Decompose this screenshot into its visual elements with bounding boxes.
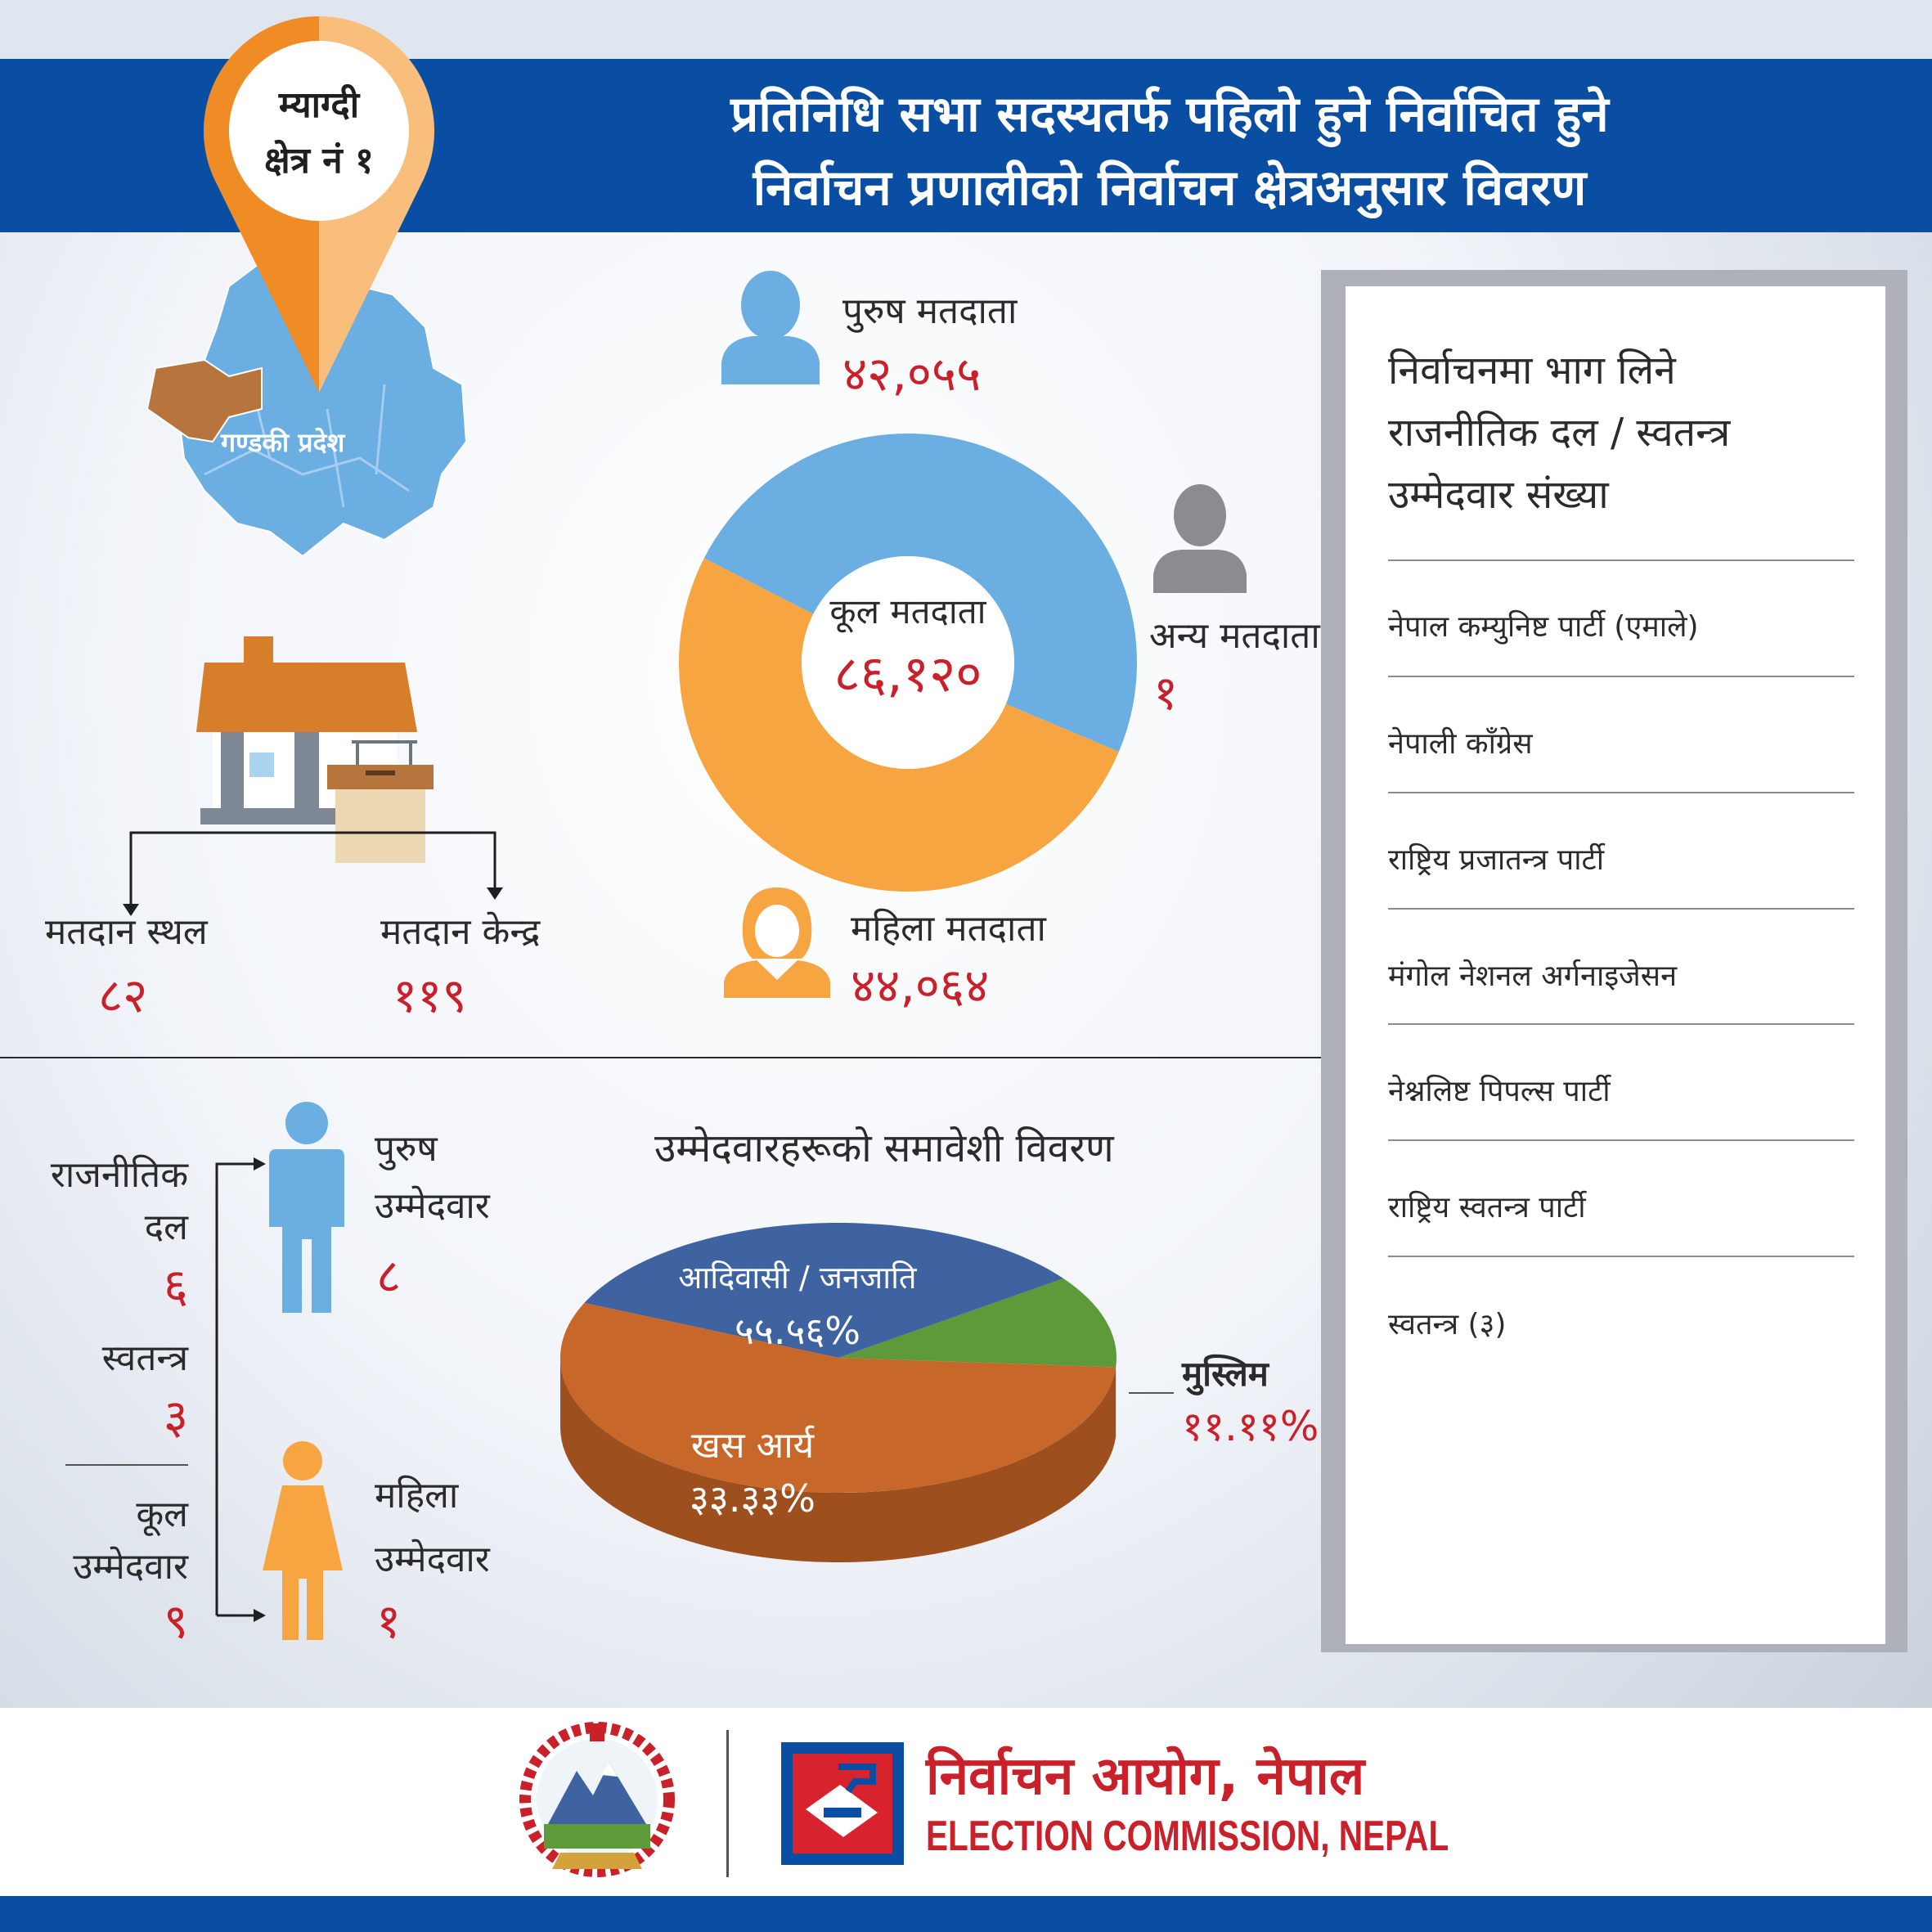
male-candidate-value: ८ bbox=[376, 1248, 402, 1304]
male-candidate-line-1: पुरुष bbox=[375, 1128, 438, 1170]
male-voter-icon bbox=[721, 271, 820, 384]
page-title-line-2: निर्वाचन प्रणालीको निर्वाचन क्षेत्रअनुसा… bbox=[753, 160, 1587, 217]
female-candidate-value: १ bbox=[376, 1593, 402, 1649]
independent-label: स्वतन्त्र bbox=[101, 1337, 188, 1379]
polling-place-value: ८२ bbox=[98, 968, 148, 1023]
total-label-line-1: कूल bbox=[136, 1494, 188, 1535]
muslim-leader-line bbox=[1129, 1392, 1174, 1394]
party-divider bbox=[1388, 1139, 1854, 1141]
party-item: राष्ट्रिय स्वतन्त्र पार्टी bbox=[1388, 1191, 1586, 1224]
donut-slice-other bbox=[1005, 703, 1119, 753]
pin-label: म्याग्दी क्षेत्र नं १ bbox=[245, 78, 393, 189]
party-item: नेपाली काँग्रेस bbox=[1388, 727, 1533, 761]
khas-arya-label: खस आर्य bbox=[690, 1425, 815, 1467]
party-divider bbox=[1388, 676, 1854, 677]
party-divider bbox=[1388, 908, 1854, 910]
total-candidates-value: ९ bbox=[163, 1593, 188, 1649]
ballot-box-icon bbox=[327, 765, 434, 863]
female-candidate-icon bbox=[263, 1441, 343, 1640]
party-panel-title: निर्वाचनमा भाग लिने राजनीतिक दल / स्वतन्… bbox=[1388, 339, 1730, 526]
female-candidate-line-2: उम्मेदवार bbox=[375, 1539, 490, 1580]
party-divider bbox=[1388, 792, 1854, 793]
party-panel bbox=[1346, 286, 1885, 1644]
polling-arrows bbox=[123, 831, 503, 916]
voters-donut-chart bbox=[678, 434, 1137, 892]
male-candidate-icon bbox=[269, 1102, 344, 1313]
male-voters-value: ४२,०५५ bbox=[842, 346, 982, 402]
other-voters-value: १ bbox=[1153, 665, 1179, 721]
adivasi-label: आदिवासी / जनजाति bbox=[678, 1260, 917, 1296]
party-label-line-1: राजनीतिक bbox=[50, 1154, 188, 1196]
female-candidate-line-1: महिला bbox=[375, 1475, 459, 1516]
footer-divider bbox=[726, 1730, 729, 1877]
pie-slice-adivasi-side bbox=[560, 1358, 1117, 1563]
inclusion-pie-chart bbox=[560, 1223, 1117, 1563]
khas-arya-value: ३३.३३% bbox=[689, 1476, 815, 1521]
pie-slice-khas-arya bbox=[584, 1223, 1064, 1358]
party-label-line-2: दल bbox=[144, 1206, 188, 1248]
location-pin-icon bbox=[203, 16, 435, 393]
muslim-label: मुस्लिम bbox=[1182, 1354, 1269, 1394]
total-voters-value: ८६,१२० bbox=[833, 644, 982, 703]
other-voters-label: अन्य मतदाता bbox=[1149, 615, 1320, 657]
party-divider bbox=[1388, 559, 1854, 561]
election-commission-logo-icon bbox=[781, 1742, 904, 1865]
other-voter-icon bbox=[1153, 484, 1247, 593]
female-voters-value: ४४,०६४ bbox=[851, 958, 990, 1013]
party-item: मंगोल नेशनल अर्गनाइजेसन bbox=[1388, 959, 1678, 993]
footer bbox=[0, 1708, 1932, 1896]
muslim-value: ११.११% bbox=[1182, 1403, 1319, 1450]
party-title-line-1: निर्वाचनमा भाग लिने bbox=[1388, 348, 1676, 393]
party-title-line-3: उम्मेदवार संख्या bbox=[1388, 472, 1609, 518]
pie-slice-adivasi bbox=[560, 1302, 1117, 1493]
donut-slice-female bbox=[678, 558, 1119, 892]
candidate-arrows bbox=[215, 1157, 266, 1622]
inclusion-chart-title: उम्मेदवारहरूको समावेशी विवरण bbox=[654, 1126, 1114, 1171]
province-map: गण्डकी प्रदेश bbox=[146, 260, 466, 558]
party-candidates-label: राजनीतिक दल bbox=[49, 1149, 188, 1254]
independent-value: ३ bbox=[163, 1389, 188, 1445]
party-candidates-value: ६ bbox=[163, 1258, 188, 1314]
constituency-number: क्षेत्र नं १ bbox=[264, 140, 374, 182]
province-label: गण्डकी प्रदेश bbox=[220, 427, 346, 458]
district-name: म्याग्दी bbox=[278, 84, 360, 126]
nepal-emblem-icon bbox=[519, 1722, 675, 1877]
adivasi-value: ५५.५६% bbox=[734, 1309, 860, 1353]
polling-center-label: मतदान केन्द्र bbox=[380, 911, 541, 953]
org-name-english: ELECTION COMMISSION, NEPAL bbox=[926, 1813, 1449, 1860]
male-candidate-label: पुरुष उम्मेदवार bbox=[375, 1121, 490, 1235]
total-candidates-label: कूल उम्मेदवार bbox=[33, 1489, 188, 1593]
candidate-sum-line bbox=[65, 1464, 188, 1466]
donut-slice-male bbox=[703, 434, 1137, 753]
female-voter-icon bbox=[724, 887, 830, 998]
party-item: नेपाल कम्युनिष्ट पार्टी (एमाले) bbox=[1388, 610, 1699, 644]
section-divider bbox=[0, 1057, 1341, 1058]
female-voters-label: महिला मतदाता bbox=[851, 908, 1046, 950]
total-label-line-2: उम्मेदवार bbox=[73, 1546, 188, 1588]
male-candidate-line-2: उम्मेदवार bbox=[375, 1185, 490, 1227]
party-item: राष्ट्रिय प्रजातन्त्र पार्टी bbox=[1388, 843, 1605, 877]
female-candidate-label: महिला उम्मेदवार bbox=[375, 1464, 490, 1592]
party-item: स्वतन्त्र (३) bbox=[1388, 1308, 1507, 1341]
org-name-nepali: निर्वाचन आयोग, नेपाल bbox=[926, 1746, 1365, 1807]
party-divider bbox=[1388, 1256, 1854, 1257]
bottom-strip bbox=[0, 1896, 1932, 1932]
donut-center bbox=[802, 556, 1014, 769]
polling-place-label: मतदान स्थल bbox=[45, 911, 208, 953]
total-voters-label: कूल मतदाता bbox=[829, 591, 986, 631]
male-voters-label: पुरुष मतदाता bbox=[842, 290, 1018, 332]
pie-slice-muslim bbox=[838, 1278, 1117, 1368]
party-divider bbox=[1388, 1023, 1854, 1025]
party-title-line-2: राजनीतिक दल / स्वतन्त्र bbox=[1388, 410, 1731, 456]
party-item: नेश्नलिष्ट पिपल्स पार्टी bbox=[1388, 1075, 1611, 1108]
page-title-line-1: प्रतिनिधि सभा सदस्यतर्फ पहिलो हुने निर्व… bbox=[730, 86, 1609, 143]
polling-center-value: ११९ bbox=[393, 968, 467, 1023]
